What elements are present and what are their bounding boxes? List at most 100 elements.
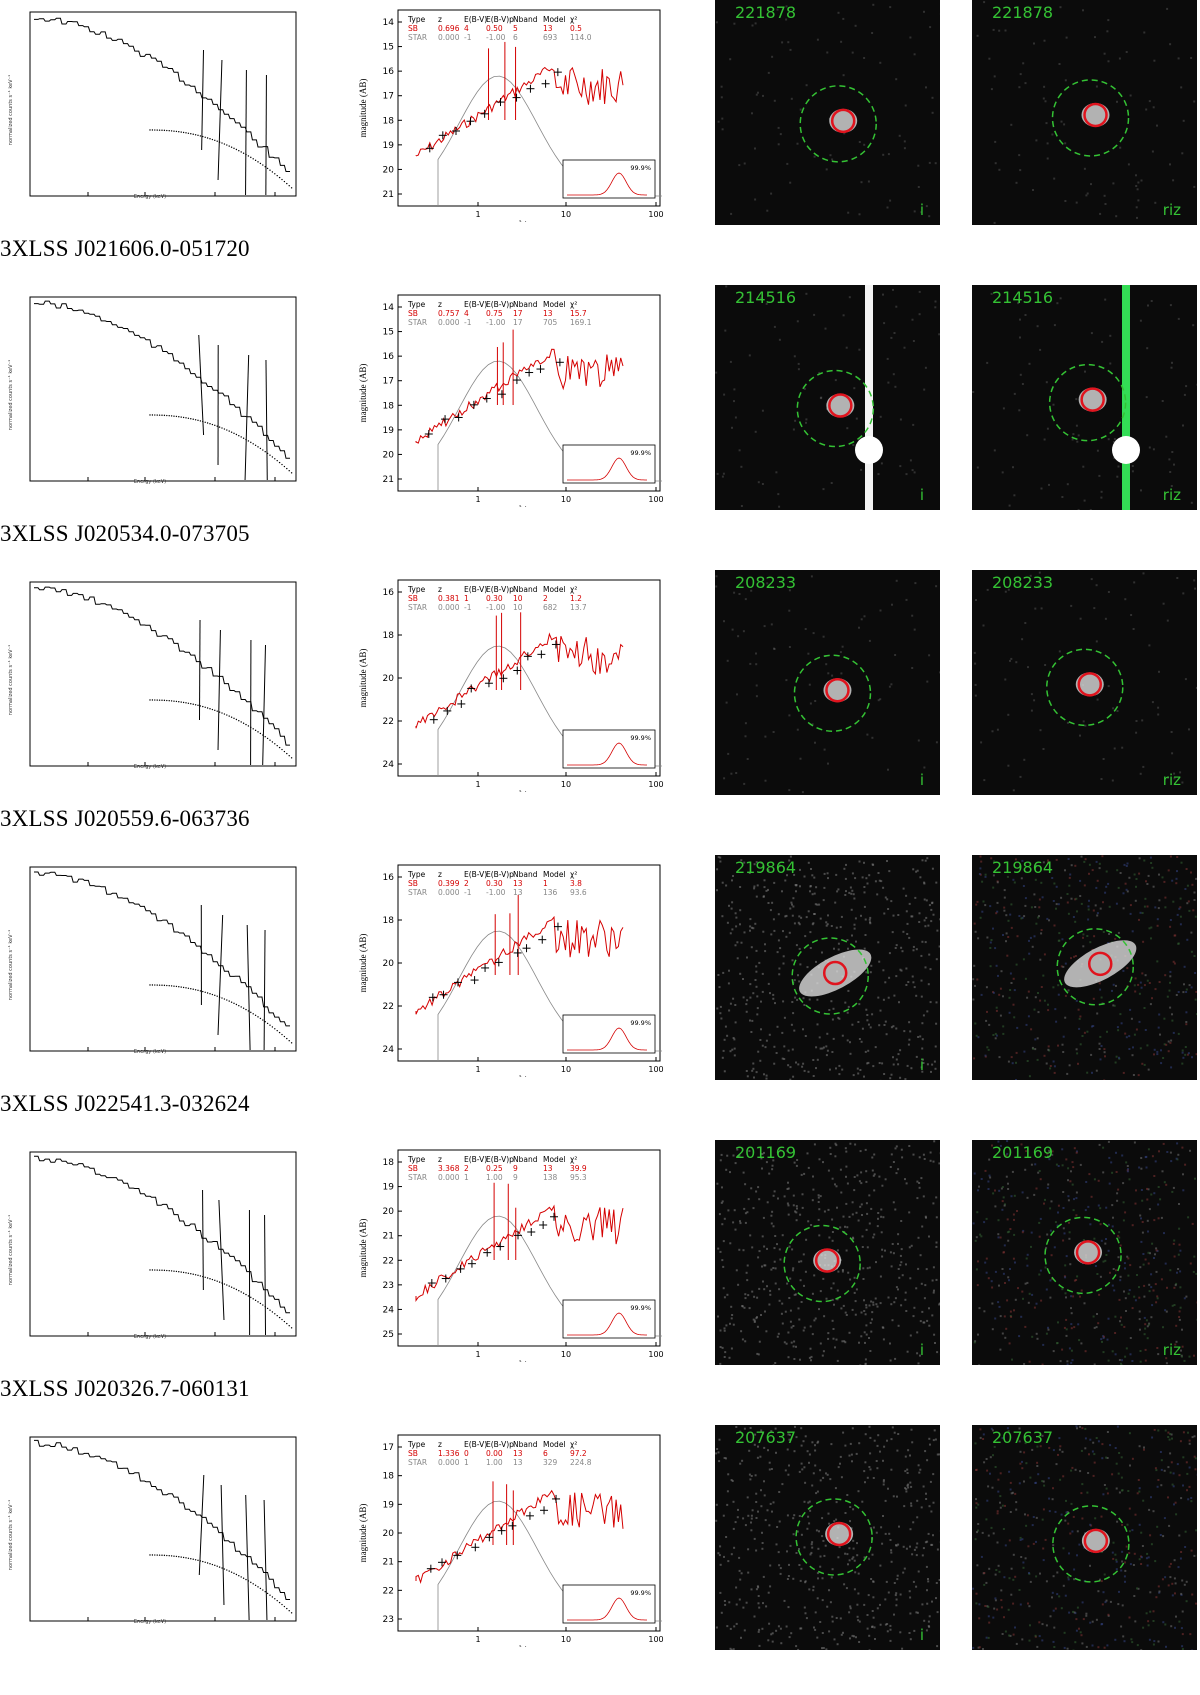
xray-model-point [176,131,177,132]
noise-pixel [916,1516,918,1518]
noise-pixel [1058,1595,1060,1597]
noise-pixel [893,1614,895,1616]
noise-pixel [785,936,787,938]
noise-pixel [910,1505,912,1507]
noise-pixel [1027,1197,1029,1199]
noise-pixel [780,1573,782,1575]
noise-pixel [838,949,840,951]
noise-pixel [833,1338,835,1340]
noise-pixel [886,860,888,862]
xray-spectrum-steps [34,1440,290,1599]
noise-pixel [1091,1026,1093,1028]
noise-pixel [936,1645,938,1647]
noise-pixel [918,1571,920,1573]
noise-pixel [805,293,807,295]
xray-model-point [291,472,292,473]
noise-pixel [1056,302,1058,304]
noise-pixel [745,1524,747,1526]
noise-pixel [827,763,829,765]
noise-pixel [1120,1276,1122,1278]
noise-pixel [850,1053,852,1055]
sed-table-sb: 13 [513,1449,523,1458]
noise-pixel [999,1502,1001,1504]
noise-pixel [1096,1070,1098,1072]
xray-model-point [269,739,270,740]
noise-pixel [1175,1284,1177,1286]
noise-pixel [792,915,794,917]
noise-pixel [1156,1051,1158,1053]
noise-pixel [997,1301,999,1303]
noise-pixel [1185,1046,1187,1048]
noise-pixel [809,1454,811,1456]
noise-pixel [1038,1011,1040,1013]
noise-pixel [867,1614,869,1616]
noise-pixel [1076,910,1078,912]
noise-pixel [872,1304,874,1306]
noise-pixel [810,868,812,870]
noise-pixel [849,1279,851,1281]
noise-pixel [875,1261,877,1263]
xray-model-point [262,1019,263,1020]
noise-pixel [1143,572,1145,574]
noise-pixel [1193,101,1195,103]
xray-model-point [181,1556,182,1557]
noise-pixel [1184,1584,1186,1586]
noise-pixel [811,1543,813,1545]
noise-pixel [720,1159,722,1161]
xray-model-point [243,723,244,724]
noise-pixel [1180,1558,1182,1560]
noise-pixel [1179,1310,1181,1312]
noise-pixel [1169,975,1171,977]
noise-pixel [983,779,985,781]
noise-pixel [1164,1624,1166,1626]
noise-pixel [1072,1295,1074,1297]
noise-pixel [1157,1353,1159,1355]
sed-x-tick-label: 1 [475,1635,480,1644]
noise-pixel [814,700,816,702]
noise-pixel [905,895,907,897]
noise-pixel [743,1249,745,1251]
noise-pixel [807,966,809,968]
xray-model-point [166,985,167,986]
noise-pixel [1029,1640,1031,1642]
noise-pixel [830,1601,832,1603]
sed-y-tick-label: 15 [383,43,394,53]
noise-pixel [870,971,872,973]
noise-pixel [909,1277,911,1279]
noise-pixel [1183,983,1185,985]
noise-pixel [1148,1148,1150,1150]
noise-pixel [811,1541,813,1543]
noise-pixel [992,887,994,889]
noise-pixel [823,899,825,901]
noise-pixel [773,918,775,920]
noise-pixel [1094,1462,1096,1464]
noise-pixel [782,1323,784,1325]
noise-pixel [1069,1263,1071,1265]
noise-pixel [929,1615,931,1617]
noise-pixel [865,1170,867,1172]
noise-pixel [837,1556,839,1558]
noise-pixel [988,1568,990,1570]
noise-pixel [1149,1208,1151,1210]
noise-pixel [1113,1268,1115,1270]
noise-pixel [1077,1323,1079,1325]
noise-pixel [877,1607,879,1609]
noise-pixel [927,1580,929,1582]
noise-pixel [1169,1576,1171,1578]
noise-pixel [992,1487,994,1489]
noise-pixel [768,1592,770,1594]
noise-pixel [831,159,833,161]
xray-model-point [166,700,167,701]
noise-pixel [998,1565,1000,1567]
xray-spectrum-steps [34,587,290,745]
noise-pixel [880,1624,882,1626]
sed-x-tick-label: 10 [561,1635,571,1644]
noise-pixel [974,1023,976,1025]
noise-pixel [1073,1209,1075,1211]
noise-pixel [1010,1482,1012,1484]
noise-pixel [908,1021,910,1023]
noise-pixel [796,1552,798,1554]
noise-pixel [850,1607,852,1609]
noise-pixel [1181,152,1183,154]
noise-pixel [1062,1475,1064,1477]
